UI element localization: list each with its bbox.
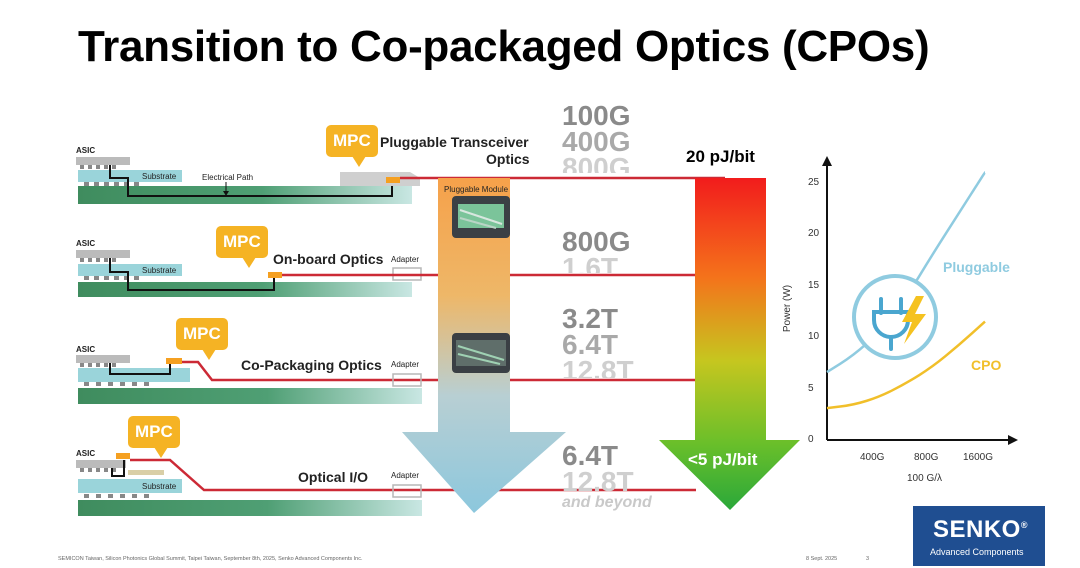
series-line-cpo bbox=[826, 320, 986, 410]
and-beyond-label: and beyond bbox=[562, 494, 652, 511]
copackaged-module-image bbox=[452, 333, 510, 373]
energy-arrow bbox=[659, 178, 800, 510]
adapter-label-4: Adapter bbox=[391, 471, 420, 480]
speed-800g-a: 800G bbox=[562, 155, 631, 173]
logo-subtitle: Advanced Components bbox=[930, 547, 1024, 557]
label-copackaging-optics: Co-Packaging Optics bbox=[241, 357, 382, 373]
asic-label-3: ASIC bbox=[76, 345, 96, 354]
legend-pluggable: Pluggable bbox=[943, 259, 1010, 275]
electrical-path-label: Electrical Path bbox=[202, 173, 254, 182]
row-optical-io bbox=[76, 453, 696, 516]
pluggable-module-label: Pluggable Module bbox=[444, 185, 509, 194]
x-tick-800g: 800G bbox=[914, 452, 939, 463]
speed-100g: 100G bbox=[562, 100, 631, 131]
speed-12-8t-a: 12.8T bbox=[562, 358, 634, 378]
y-tick-5: 5 bbox=[808, 382, 814, 394]
board bbox=[78, 388, 422, 404]
plug-bolt-icon bbox=[852, 274, 938, 360]
pluggable-module-image bbox=[452, 196, 510, 238]
asic-label-4: ASIC bbox=[76, 449, 96, 458]
asic-chip bbox=[76, 157, 130, 165]
mpc-callout-4: MPC bbox=[128, 416, 180, 458]
substrate-label-4: Substrate bbox=[142, 482, 177, 491]
power-chart bbox=[822, 156, 1018, 445]
asic-label-2: ASIC bbox=[76, 239, 96, 248]
substrate bbox=[78, 170, 182, 182]
logo-name: SENKO® bbox=[933, 516, 1028, 543]
asic-label-1: ASIC bbox=[76, 146, 96, 155]
footer-text: SEMICON Taiwan, Silicon Photonics Global… bbox=[58, 556, 363, 562]
energy-top-label: 20 pJ/bit bbox=[686, 147, 755, 166]
row-pluggable bbox=[76, 157, 725, 204]
speed-3-2t: 3.2T bbox=[562, 303, 619, 334]
y-axis-label: Power (W) bbox=[782, 284, 794, 333]
speed-800g-b: 800G bbox=[562, 226, 631, 257]
label-onboard-optics: On-board Optics bbox=[273, 251, 384, 267]
energy-bottom-label: <5 pJ/bit bbox=[688, 450, 758, 469]
footer-date: 8 Sept. 2025 bbox=[806, 556, 838, 562]
speed-6-4t-b: 6.4T bbox=[562, 440, 619, 471]
x-tick-400g: 400G bbox=[860, 452, 885, 463]
substrate-label-2: Substrate bbox=[142, 266, 177, 275]
adapter-label-2: Adapter bbox=[391, 255, 420, 264]
page-title: Transition to Co-packaged Optics (CPOs) bbox=[78, 22, 930, 71]
y-tick-20: 20 bbox=[808, 228, 820, 240]
y-tick-0: 0 bbox=[808, 434, 814, 445]
substrate-label-1: Substrate bbox=[142, 172, 177, 181]
y-tick-10: 10 bbox=[808, 331, 820, 343]
speed-400g: 400G bbox=[562, 126, 631, 157]
x-tick-1600g: 1600G bbox=[963, 452, 994, 463]
x-axis-label: 100 G/λ bbox=[907, 473, 943, 484]
legend-cpo: CPO bbox=[971, 357, 1002, 373]
mpc-callout-3: MPC bbox=[176, 318, 228, 360]
mpc-callout-1: MPC bbox=[326, 125, 378, 167]
label-pluggable-transceiver: Pluggable Transceiver bbox=[380, 134, 529, 150]
label-pluggable-optics: Optics bbox=[486, 151, 530, 167]
senko-logo: SENKO® Advanced Components bbox=[913, 506, 1045, 566]
substrate bbox=[78, 264, 182, 276]
adapter-label-3: Adapter bbox=[391, 360, 420, 369]
mpc-callout-2: MPC bbox=[216, 226, 268, 268]
label-optical-io: Optical I/O bbox=[298, 469, 369, 485]
y-tick-25: 25 bbox=[808, 176, 820, 188]
y-tick-15: 15 bbox=[808, 279, 820, 291]
substrate bbox=[78, 479, 182, 493]
footer-page: 3 bbox=[866, 556, 870, 562]
speed-12-8t-b: 12.8T bbox=[562, 466, 634, 497]
board bbox=[78, 500, 422, 516]
speed-6-4t-a: 6.4T bbox=[562, 329, 619, 360]
row-copackaging bbox=[76, 355, 696, 404]
speed-1-6t: 1.6T bbox=[562, 255, 619, 273]
